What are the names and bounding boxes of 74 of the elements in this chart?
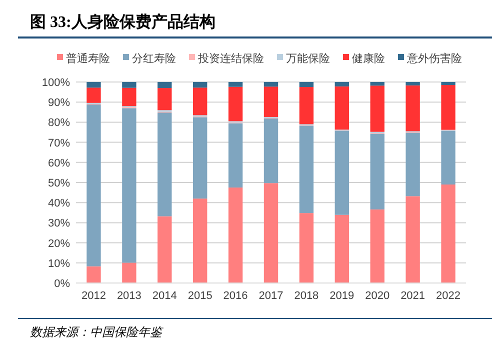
x-tick-label: 2017 <box>258 290 284 302</box>
bar <box>406 196 420 283</box>
bar <box>406 85 420 132</box>
bar <box>334 86 349 130</box>
bar <box>86 88 101 103</box>
bar <box>86 82 101 88</box>
bar <box>193 198 208 283</box>
legend-label: 健康险 <box>352 52 385 65</box>
bar <box>441 85 456 130</box>
bar <box>299 82 314 88</box>
bar <box>334 82 349 86</box>
bar <box>158 82 172 88</box>
bar <box>228 86 243 122</box>
y-tick-label: 50% <box>48 178 70 190</box>
x-tick-label: 2014 <box>152 290 177 302</box>
bar <box>334 130 349 215</box>
x-tick-label: 2016 <box>223 290 248 302</box>
legend-label: 万能保险 <box>286 52 330 65</box>
bar <box>158 216 172 283</box>
bar <box>370 209 384 283</box>
bar <box>370 82 384 86</box>
bar <box>122 108 136 263</box>
x-tick-label: 2022 <box>436 290 461 302</box>
bar <box>334 214 349 283</box>
bar <box>122 262 136 283</box>
bar <box>122 82 136 88</box>
bar <box>441 82 456 86</box>
bar <box>264 86 278 117</box>
bar <box>264 118 278 184</box>
bar <box>264 82 278 87</box>
legend-label: 分红寿险 <box>132 53 176 65</box>
bar <box>228 82 243 87</box>
bar <box>441 184 456 283</box>
y-tick-label: 20% <box>48 238 70 250</box>
y-tick-label: 70% <box>48 137 70 150</box>
y-tick-label: 100% <box>42 77 70 89</box>
y-tick-label: 80% <box>48 117 70 130</box>
legend-label: 普通寿险 <box>66 52 110 65</box>
bar <box>406 82 420 86</box>
bar <box>86 104 101 266</box>
x-tick-label: 2018 <box>294 290 319 302</box>
x-tick-label: 2013 <box>116 290 142 302</box>
x-tick-label: 2012 <box>81 290 106 302</box>
chart-title: 图 33:人身险保费产品结构 <box>30 13 216 31</box>
bar <box>86 266 101 283</box>
bar <box>441 130 456 185</box>
bar <box>370 134 384 210</box>
bar <box>228 188 243 283</box>
bar <box>158 88 172 110</box>
bar <box>299 87 314 124</box>
bar <box>122 88 136 106</box>
x-tick-label: 2020 <box>365 290 390 302</box>
bar <box>158 112 172 216</box>
source-note: 数据来源：中国保险年鉴 <box>30 325 164 339</box>
x-tick-label: 2021 <box>400 290 426 302</box>
bar <box>370 86 384 132</box>
bar <box>228 123 243 188</box>
x-tick-label: 2015 <box>188 290 212 302</box>
bar <box>193 117 208 199</box>
y-tick-label: 60% <box>48 157 70 170</box>
bar <box>299 213 314 283</box>
y-tick-label: 10% <box>48 258 70 270</box>
legend-label: 意外伤害险 <box>406 52 462 65</box>
x-tick-label: 2019 <box>330 290 354 302</box>
y-tick-label: 30% <box>48 218 70 230</box>
y-tick-label: 0% <box>54 278 70 290</box>
bar <box>193 88 208 116</box>
bar <box>406 132 420 196</box>
y-tick-label: 40% <box>48 198 70 210</box>
legend-label: 投资连结保险 <box>197 52 264 65</box>
bar <box>299 126 314 214</box>
bar <box>264 183 278 283</box>
y-tick-label: 90% <box>48 97 70 110</box>
bar <box>193 82 208 88</box>
